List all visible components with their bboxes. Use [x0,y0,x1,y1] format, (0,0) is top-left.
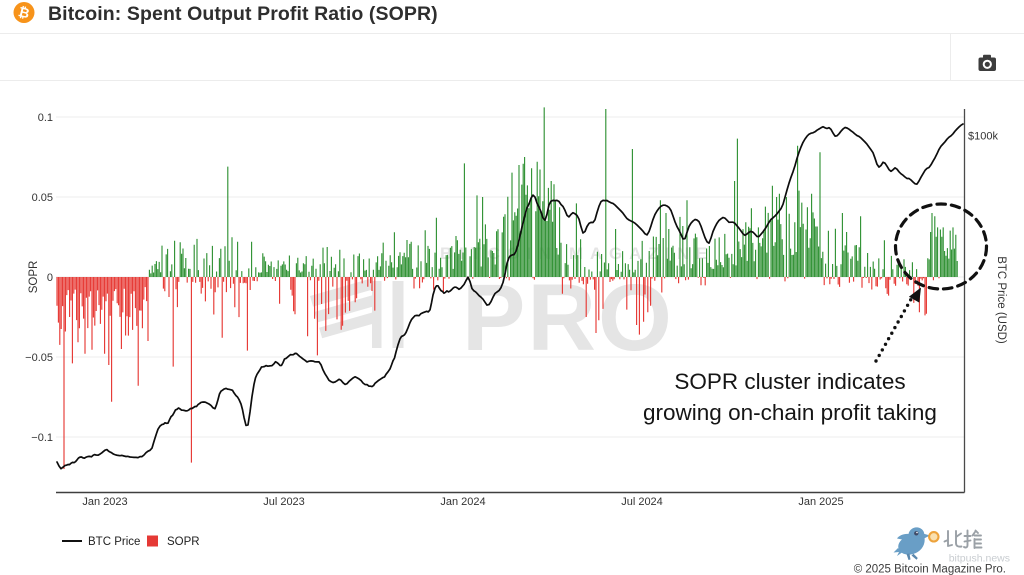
svg-text:BTC Price (USD): BTC Price (USD) [995,256,1007,344]
svg-text:−0.1: −0.1 [31,432,53,444]
svg-text:₿: ₿ [17,4,31,21]
svg-text:BITCOIN MAGAZINE: BITCOIN MAGAZINE [440,244,714,263]
svg-text:0.1: 0.1 [38,112,53,124]
svg-text:Jul 2023: Jul 2023 [263,496,305,508]
svg-text:0: 0 [47,272,53,284]
svg-text:0.05: 0.05 [32,192,53,204]
svg-text:PRO: PRO [462,265,674,371]
svg-text:Jan 2023: Jan 2023 [82,496,127,508]
svg-text:bitpush.news: bitpush.news [949,553,1010,565]
svg-text:$100k: $100k [968,131,998,143]
svg-text:SOPR: SOPR [28,261,40,294]
svg-text:SOPR: SOPR [167,536,200,548]
svg-text:Jan 2025: Jan 2025 [798,496,843,508]
svg-text:BTC Price: BTC Price [88,536,140,548]
svg-text:−0.05: −0.05 [25,352,53,364]
svg-text:Jan 2024: Jan 2024 [440,496,485,508]
svg-text:© 2025 Bitcoin Magazine Pro.: © 2025 Bitcoin Magazine Pro. [854,564,1006,575]
svg-text:Jul 2024: Jul 2024 [621,496,663,508]
